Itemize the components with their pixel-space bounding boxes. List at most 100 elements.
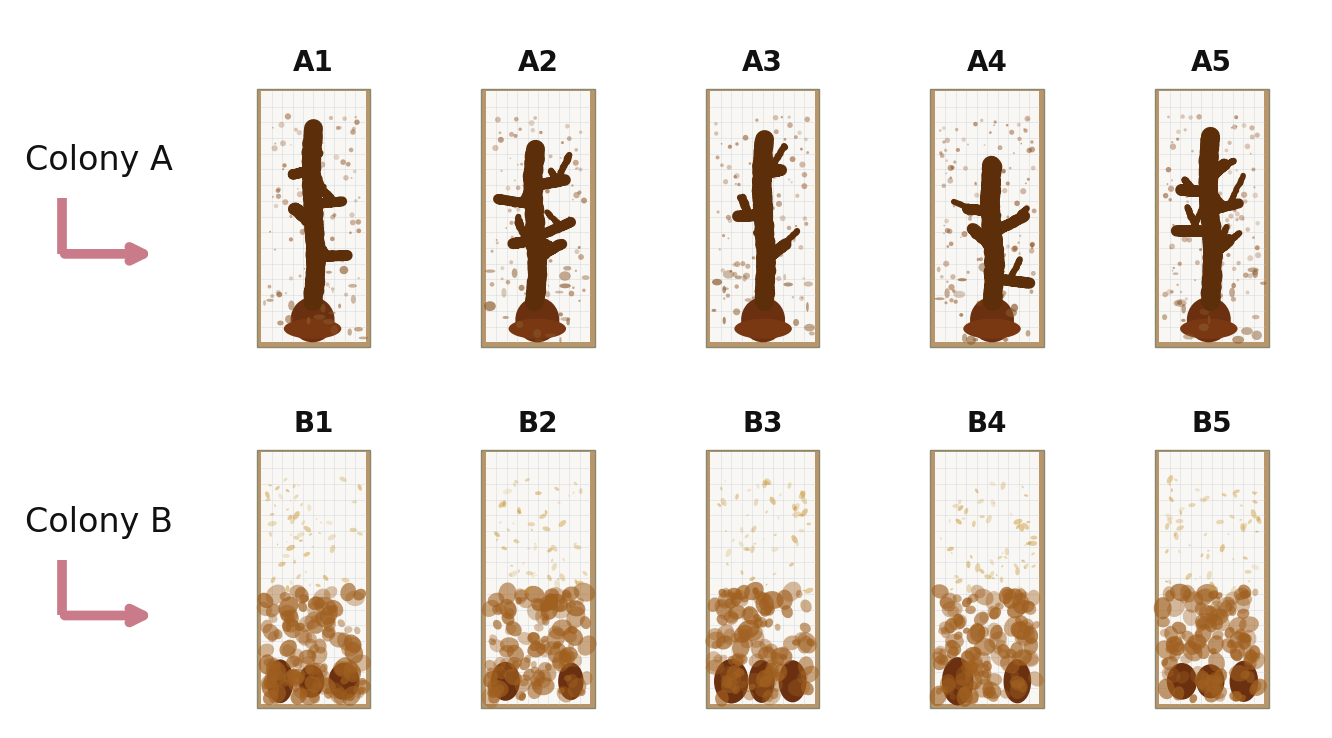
Circle shape [770,299,774,304]
Ellipse shape [562,587,579,601]
Ellipse shape [1207,571,1212,579]
Ellipse shape [718,590,735,609]
Ellipse shape [1256,516,1261,524]
Ellipse shape [1216,694,1225,702]
Ellipse shape [1233,587,1248,600]
Ellipse shape [513,539,519,543]
Ellipse shape [518,597,531,608]
Ellipse shape [734,625,753,643]
Circle shape [1231,207,1235,211]
Circle shape [1221,257,1223,260]
Ellipse shape [527,523,535,526]
Ellipse shape [1228,606,1236,616]
Circle shape [1236,261,1241,265]
Circle shape [751,256,755,260]
Circle shape [974,122,978,126]
Ellipse shape [1221,638,1237,653]
Circle shape [806,151,809,154]
Ellipse shape [485,269,496,273]
Ellipse shape [791,535,798,543]
Circle shape [350,220,356,225]
Circle shape [569,291,574,297]
Ellipse shape [294,623,305,631]
Circle shape [534,182,537,185]
Ellipse shape [518,285,525,291]
Ellipse shape [314,597,336,615]
Ellipse shape [341,578,349,582]
Circle shape [1205,168,1207,169]
Ellipse shape [1026,521,1030,523]
Ellipse shape [754,618,763,628]
Ellipse shape [262,300,266,306]
Ellipse shape [293,536,300,539]
Ellipse shape [782,605,793,618]
Ellipse shape [766,663,779,678]
Ellipse shape [964,508,968,514]
Bar [1159,91,1264,342]
Ellipse shape [573,542,577,545]
Ellipse shape [278,562,285,567]
Ellipse shape [940,627,950,638]
Circle shape [726,215,731,220]
Ellipse shape [514,480,518,483]
Circle shape [1172,270,1173,272]
Ellipse shape [1018,586,1023,590]
Ellipse shape [1167,517,1172,524]
Ellipse shape [1235,592,1252,606]
Ellipse shape [559,598,565,604]
Ellipse shape [735,672,749,688]
Ellipse shape [1164,669,1173,677]
Ellipse shape [1200,498,1207,503]
Circle shape [322,227,324,229]
Circle shape [289,215,293,218]
Circle shape [723,179,729,184]
Ellipse shape [264,658,274,666]
Circle shape [947,245,950,248]
Ellipse shape [1006,649,1016,658]
Ellipse shape [518,693,526,701]
Circle shape [522,184,525,187]
Circle shape [354,116,357,118]
Ellipse shape [511,269,517,278]
Ellipse shape [1022,559,1026,562]
Circle shape [511,243,515,247]
Text: B2: B2 [518,410,558,438]
Ellipse shape [940,537,942,539]
Ellipse shape [726,548,731,557]
Ellipse shape [535,639,550,654]
Ellipse shape [519,658,530,670]
Ellipse shape [741,587,743,593]
Circle shape [557,179,561,183]
Ellipse shape [739,527,743,534]
Circle shape [300,216,304,220]
Circle shape [1002,188,1007,193]
Ellipse shape [946,634,964,649]
Ellipse shape [1010,642,1023,658]
Ellipse shape [1260,282,1267,285]
Ellipse shape [1181,630,1195,642]
Ellipse shape [282,644,296,658]
Ellipse shape [974,612,988,626]
Ellipse shape [1212,596,1220,605]
Ellipse shape [942,678,955,695]
Ellipse shape [1249,645,1260,659]
Ellipse shape [717,624,734,643]
Circle shape [300,229,306,235]
Ellipse shape [541,598,558,620]
Ellipse shape [313,314,325,320]
Ellipse shape [778,646,789,659]
Ellipse shape [538,662,557,682]
Ellipse shape [488,593,505,607]
Ellipse shape [514,539,518,541]
Ellipse shape [321,304,325,312]
Circle shape [1169,247,1171,249]
Circle shape [947,178,954,184]
Ellipse shape [344,662,361,683]
Circle shape [761,282,766,288]
Circle shape [757,152,761,156]
Circle shape [996,250,1003,257]
Circle shape [566,161,569,163]
Ellipse shape [489,690,501,703]
Ellipse shape [547,594,559,604]
Ellipse shape [344,635,361,653]
